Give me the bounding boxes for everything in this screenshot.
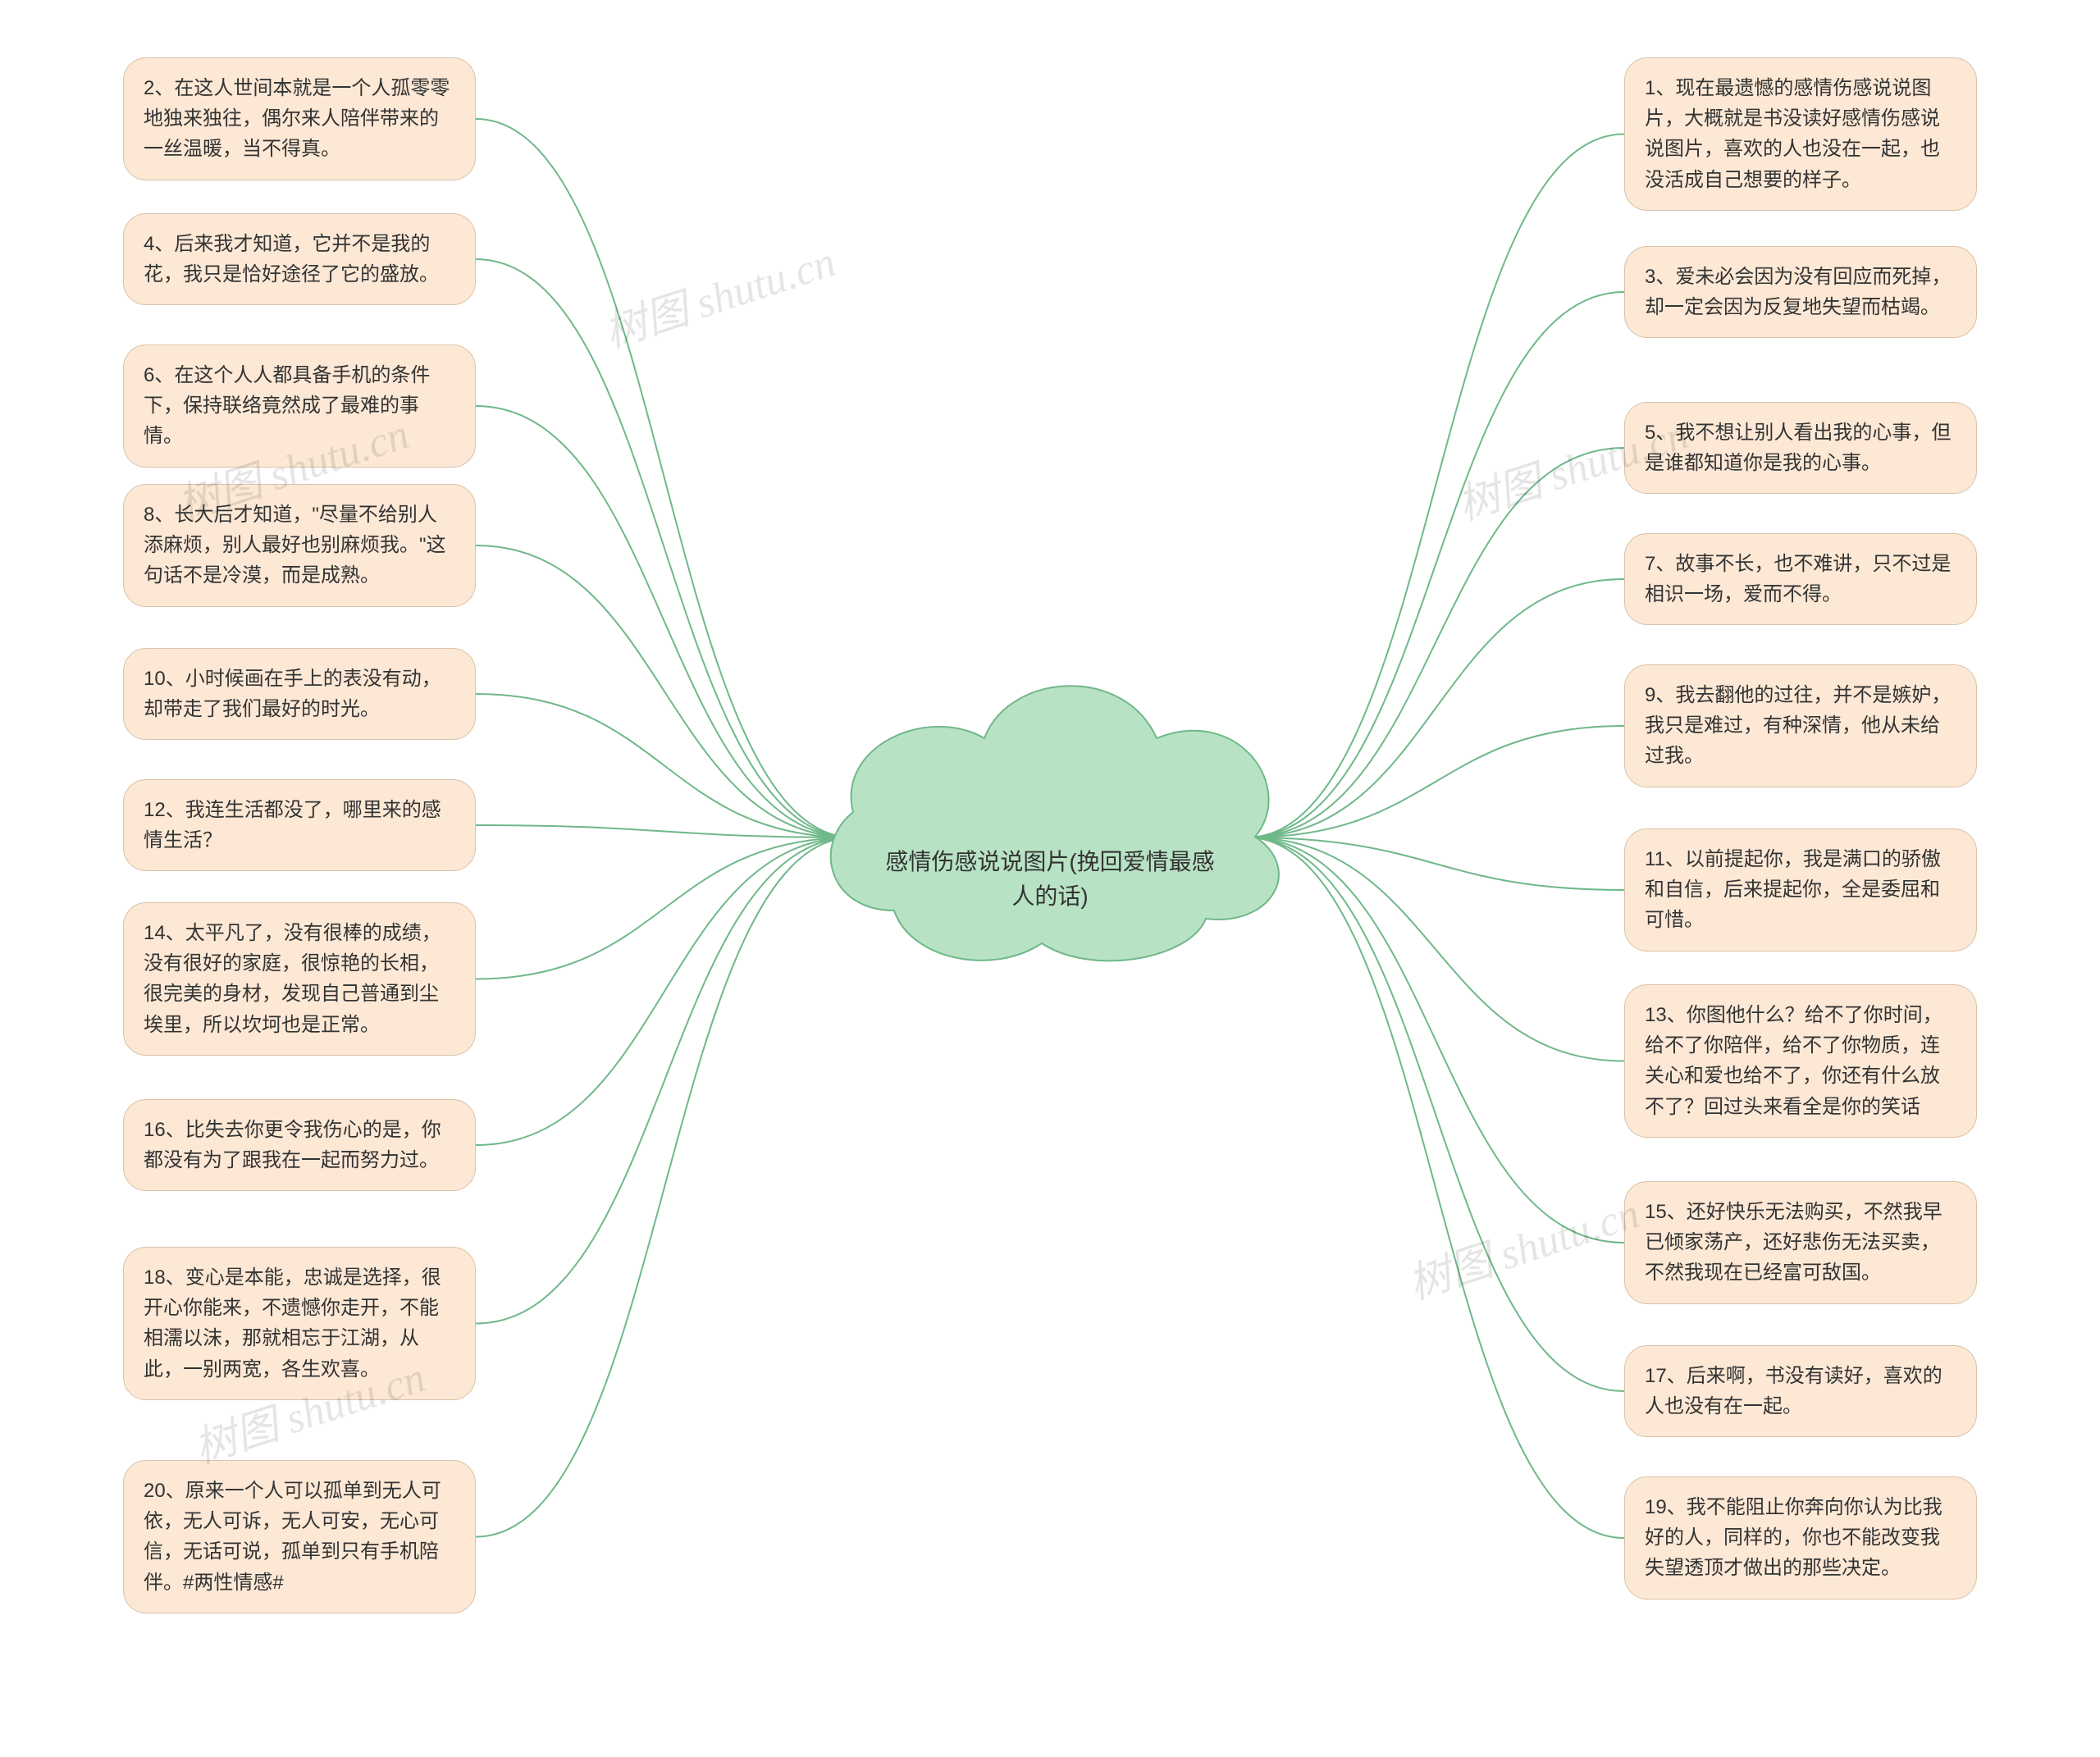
branch-node: 20、原来一个人可以孤单到无人可依，无人可诉，无人可安，无心可信，无话可说，孤单… (123, 1460, 476, 1613)
cloud-shape (796, 648, 1304, 993)
branch-node: 17、后来啊，书没有读好，喜欢的人也没有在一起。 (1624, 1345, 1977, 1437)
branch-node: 18、变心是本能，忠诚是选择，很开心你能来，不遗憾你走开，不能相濡以沫，那就相忘… (123, 1247, 476, 1400)
branch-node: 7、故事不长，也不难讲，只不过是相识一场，爱而不得。 (1624, 533, 1977, 625)
watermark-text: 树图 shutu.cn (1399, 1179, 1646, 1311)
branch-node: 16、比失去你更令我伤心的是，你都没有为了跟我在一起而努力过。 (123, 1099, 476, 1191)
branch-node: 12、我连生活都没了，哪里来的感情生活？ (123, 779, 476, 871)
branch-node: 5、我不想让别人看出我的心事，但是谁都知道你是我的心事。 (1624, 402, 1977, 494)
branch-node: 3、爱未必会因为没有回应而死掉，却一定会因为反复地失望而枯竭。 (1624, 246, 1977, 338)
branch-node: 19、我不能阻止你奔向你认为比我好的人，同样的，你也不能改变我失望透顶才做出的那… (1624, 1476, 1977, 1600)
branch-node: 15、还好快乐无法购买，不然我早已倾家荡产，还好悲伤无法买卖，不然我现在已经富可… (1624, 1181, 1977, 1304)
branch-node: 1、现在最遗憾的感情伤感说说图片，大概就是书没读好感情伤感说说图片，喜欢的人也没… (1624, 57, 1977, 211)
center-node-cloud: 感情伤感说说图片(挽回爱情最感人的话) (796, 648, 1304, 993)
center-node-label: 感情伤感说说图片(挽回爱情最感人的话) (878, 845, 1222, 914)
watermark-text: 树图 shutu.cn (596, 227, 842, 359)
branch-node: 14、太平凡了，没有很棒的成绩，没有很好的家庭，很惊艳的长相，很完美的身材，发现… (123, 902, 476, 1056)
branch-node: 10、小时候画在手上的表没有动，却带走了我们最好的时光。 (123, 648, 476, 740)
mindmap-canvas: 感情伤感说说图片(挽回爱情最感人的话) 2、在这人世间本就是一个人孤零零地独来独… (0, 0, 2100, 1757)
branch-node: 8、长大后才知道，"尽量不给别人添麻烦，别人最好也别麻烦我。"这句话不是冷漠，而… (123, 484, 476, 607)
branch-node: 4、后来我才知道，它并不是我的花，我只是恰好途径了它的盛放。 (123, 213, 476, 305)
branch-node: 2、在这人世间本就是一个人孤零零地独来独往，偶尔来人陪伴带来的一丝温暖，当不得真… (123, 57, 476, 180)
branch-node: 6、在这个人人都具备手机的条件下，保持联络竟然成了最难的事情。 (123, 345, 476, 468)
branch-node: 13、你图他什么？给不了你时间，给不了你陪伴，给不了你物质，连关心和爱也给不了，… (1624, 984, 1977, 1138)
branch-node: 9、我去翻他的过往，并不是嫉妒，我只是难过，有种深情，他从未给过我。 (1624, 664, 1977, 787)
branch-node: 11、以前提起你，我是满口的骄傲和自信，后来提起你，全是委屈和可惜。 (1624, 828, 1977, 952)
